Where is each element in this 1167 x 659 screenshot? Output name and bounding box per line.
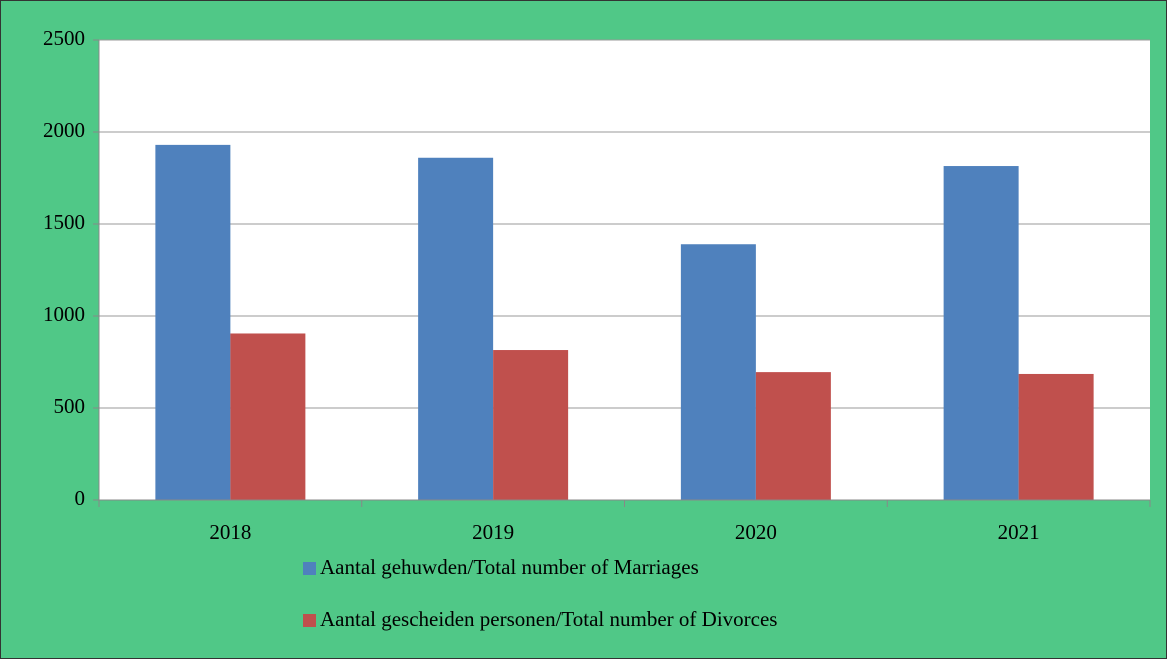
x-tick-label: 2019	[472, 520, 514, 544]
y-tick-label: 1500	[43, 210, 85, 234]
bar	[755, 372, 831, 500]
bar	[680, 244, 756, 500]
y-tick-label: 500	[54, 394, 86, 418]
legend-swatch	[303, 562, 316, 575]
bar	[418, 157, 494, 500]
y-tick-label: 2500	[43, 26, 85, 50]
y-tick-label: 0	[75, 486, 86, 510]
legend-swatch	[303, 614, 316, 627]
bar	[943, 166, 1019, 501]
x-tick-label: 2018	[209, 520, 251, 544]
x-tick-label: 2020	[735, 520, 777, 544]
y-tick-label: 1000	[43, 302, 85, 326]
x-tick-label: 2021	[998, 520, 1040, 544]
bar	[1018, 373, 1094, 500]
y-tick-label: 2000	[43, 118, 85, 142]
bar	[230, 333, 306, 500]
bar	[155, 144, 231, 500]
bar	[493, 350, 569, 500]
legend-label: Aantal gescheiden personen/Total number …	[320, 607, 777, 631]
legend-label: Aantal gehuwden/Total number of Marriage…	[320, 555, 699, 579]
